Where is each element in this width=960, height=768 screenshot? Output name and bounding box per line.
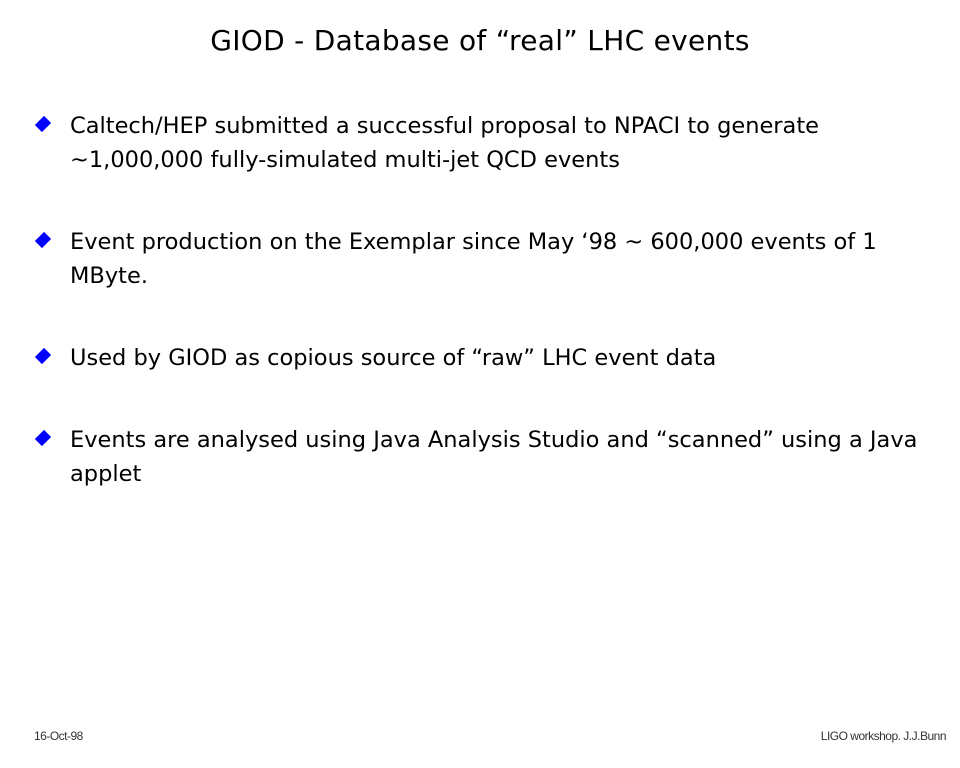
slide-title: GIOD - Database of “real” LHC events <box>210 24 750 57</box>
diamond-bullet-icon <box>34 115 52 133</box>
bullet-text: Caltech/HEP submitted a successful propo… <box>70 113 820 173</box>
footer-date: 16-Oct-98 <box>34 729 83 743</box>
footer-credit: LIGO workshop. J.J.Bunn <box>820 729 947 743</box>
bullet-item: Events are analysed using Java Analysis … <box>34 423 936 491</box>
bullet-text: Event production on the Exemplar since M… <box>70 229 877 289</box>
bullet-item: Used by GIOD as copious source of “raw” … <box>34 341 936 375</box>
diamond-bullet-icon <box>34 231 52 249</box>
bullet-text: Events are analysed using Java Analysis … <box>70 427 918 487</box>
bullet-item: Caltech/HEP submitted a successful propo… <box>34 109 936 177</box>
diamond-bullet-icon <box>34 429 52 447</box>
diamond-bullet-icon <box>34 347 52 365</box>
bullet-text: Used by GIOD as copious source of “raw” … <box>70 345 717 371</box>
bullet-item: Event production on the Exemplar since M… <box>34 225 936 293</box>
